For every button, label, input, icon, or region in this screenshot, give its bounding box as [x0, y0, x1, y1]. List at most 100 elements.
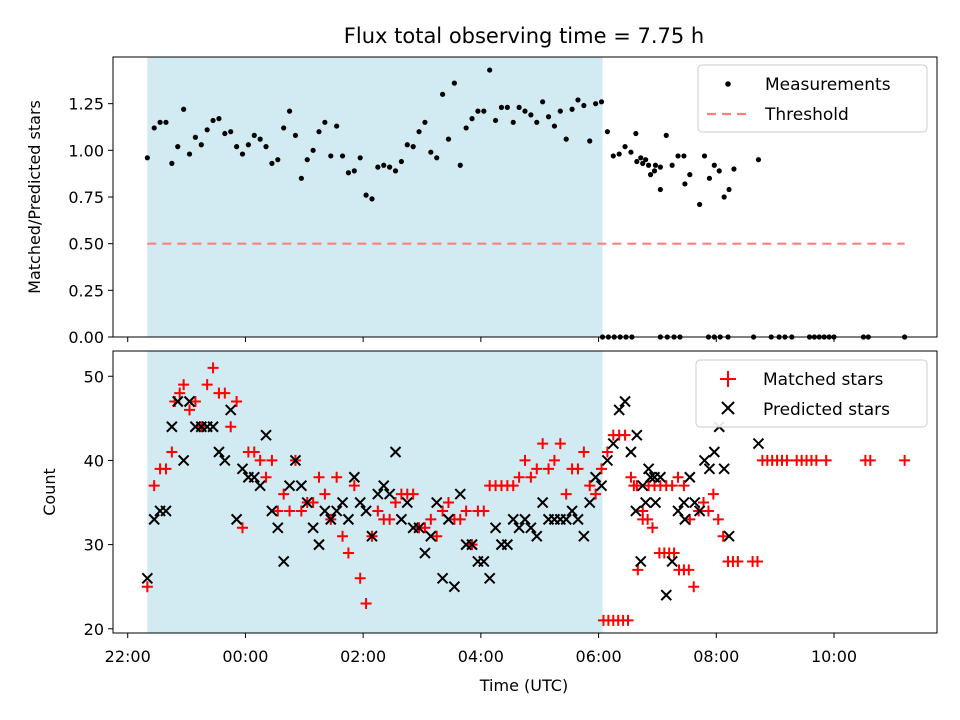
matched-star-point: [781, 454, 793, 466]
measurement-point: [363, 192, 369, 198]
bottom-x-tick-label: 04:00: [458, 647, 504, 666]
predicted-star-point: [260, 429, 272, 441]
measurement-point: [701, 153, 708, 159]
bottom-x-tick-label: 02:00: [340, 647, 386, 666]
predicted-star-point: [639, 496, 652, 509]
measurement-point: [681, 153, 687, 159]
measurement-point: [339, 153, 346, 159]
predicted-star-point: [395, 513, 408, 526]
measurement-point: [651, 168, 658, 174]
measurement-point: [422, 119, 428, 125]
measurement-point: [697, 201, 703, 208]
measurement-point: [375, 164, 381, 170]
predicted-star-point: [425, 530, 437, 542]
measurement-point: [633, 130, 639, 137]
predicted-star-point: [560, 513, 572, 526]
bottom-legend: Matched stars Predicted stars: [695, 359, 928, 428]
top-y-tick-label: 0.75: [68, 188, 104, 207]
matched-star-point: [219, 387, 231, 399]
matched-star-point: [360, 598, 372, 610]
predicted-star-point: [348, 471, 361, 483]
measurement-point: [593, 101, 599, 107]
matched-star-point: [295, 505, 307, 517]
measurement-point: [647, 172, 654, 178]
measurement-point: [239, 151, 246, 157]
predicted-star-point: [360, 505, 372, 517]
measurement-point: [357, 155, 363, 161]
predicted-star-point: [723, 530, 735, 542]
bottom-x-tick-label: 00:00: [222, 647, 268, 666]
predicted-star-point: [266, 505, 278, 517]
measurement-point: [445, 136, 452, 142]
matched-star-point: [307, 497, 319, 509]
measurement-point: [563, 136, 569, 142]
measurement-point: [669, 162, 675, 168]
predicted-star-point: [519, 513, 531, 526]
measurement-point: [286, 108, 293, 114]
bottom-y-axis-label: Count: [40, 468, 59, 516]
measurement-point: [245, 142, 251, 148]
predicted-star-point: [230, 513, 243, 526]
top-y-tick-label: 0.50: [68, 235, 104, 254]
matched-star-point: [899, 454, 911, 466]
predicted-star-point: [378, 479, 390, 492]
measurement-point: [575, 97, 581, 103]
measurement-point: [475, 108, 481, 114]
predicted-star-point: [507, 513, 519, 526]
measurement-point: [534, 119, 540, 125]
top-y-axis: 0.00 0.25 0.50 0.75 1.00 1.25: [68, 95, 113, 347]
matched-star-point: [425, 513, 437, 525]
predicted-star-point: [642, 463, 655, 475]
measurement-point: [557, 108, 563, 114]
predicted-star-point: [354, 496, 366, 509]
measurement-point: [234, 144, 240, 150]
matched-star-point: [584, 480, 596, 492]
predicted-star-point: [289, 454, 302, 467]
predicted-star-point: [401, 496, 413, 509]
predicted-star-point: [325, 513, 337, 526]
matched-star-point: [372, 505, 384, 517]
measurement-point: [663, 132, 669, 138]
matched-star-point: [507, 480, 519, 492]
measurement-point: [469, 116, 475, 122]
measurement-point: [587, 138, 593, 144]
top-panel: 0.00 0.25 0.50 0.75 1.00 1.25 Matched/Predict…: [25, 56, 938, 347]
predicted-star-point: [431, 496, 443, 509]
measurement-point: [381, 162, 387, 168]
matched-star-point: [160, 463, 172, 475]
measurement-point: [551, 123, 558, 129]
measurement-point: [581, 102, 587, 109]
predicted-star-point: [693, 505, 706, 517]
measurement-point: [257, 136, 263, 142]
measurement-point: [604, 129, 611, 135]
predicted-star-point: [413, 522, 425, 534]
measurement-point: [657, 164, 663, 170]
measurement-point: [144, 155, 150, 161]
measurement-point: [151, 125, 157, 131]
measurement-point: [616, 151, 622, 157]
bottom-plot-frame: [112, 350, 938, 634]
predicted-star-point: [319, 505, 331, 517]
measurement-point: [440, 91, 446, 97]
measurement-point: [516, 104, 522, 110]
measurement-point: [328, 153, 334, 159]
matched-star-point: [578, 446, 590, 458]
predicted-star-point: [625, 446, 637, 458]
measurement-point: [657, 186, 663, 193]
predicted-star-point: [248, 471, 260, 483]
measurement-point: [634, 158, 640, 165]
matched-star-point: [278, 488, 290, 500]
predicted-star-point: [679, 513, 691, 526]
matched-star-point: [666, 480, 678, 492]
measurement-point: [643, 157, 649, 163]
measurement-point: [263, 144, 269, 150]
matched-star-point: [525, 471, 537, 483]
matched-star-point: [384, 513, 396, 525]
matched-star-point: [537, 438, 549, 450]
top-legend: Measurements Threshold: [697, 64, 928, 133]
bottom-y-axis: 20 30 40 50: [84, 367, 113, 639]
measurement-point: [304, 157, 310, 163]
matched-star-point: [702, 505, 714, 517]
matched-star-point: [712, 513, 724, 525]
